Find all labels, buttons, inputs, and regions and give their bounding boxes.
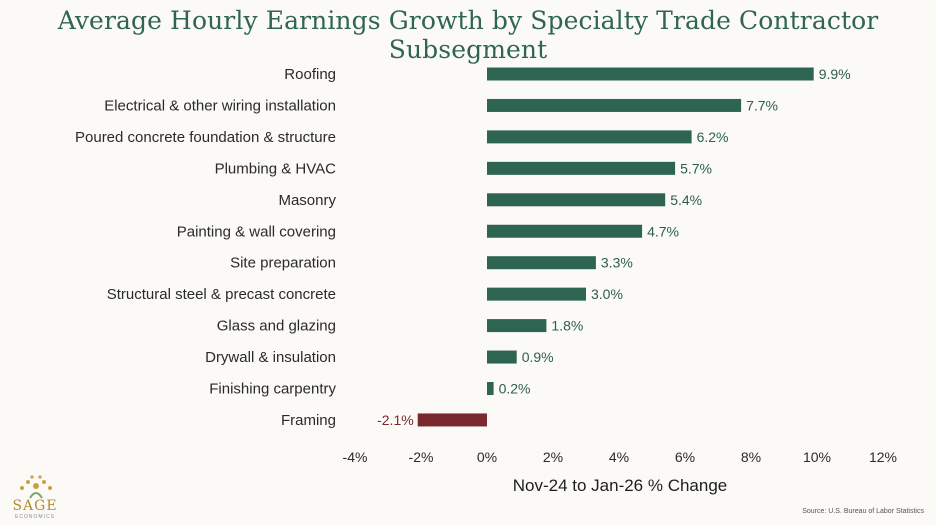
category-label: Finishing carpentry xyxy=(209,381,336,398)
category-label: Plumbing & HVAC xyxy=(215,160,337,177)
x-tick-label: 6% xyxy=(675,449,695,465)
sage-logo-icon xyxy=(20,475,52,499)
x-tick-label: -2% xyxy=(409,449,434,465)
category-label: Framing xyxy=(281,412,336,429)
x-tick-label: 2% xyxy=(543,449,563,465)
category-label: Electrical & other wiring installation xyxy=(104,97,336,114)
source-note: Source: U.S. Bureau of Labor Statistics xyxy=(802,508,924,515)
value-label: 3.3% xyxy=(601,255,633,271)
value-label: 3.0% xyxy=(591,286,623,302)
value-label: 5.7% xyxy=(680,160,712,176)
value-label: 7.7% xyxy=(746,97,778,113)
category-label: Painting & wall covering xyxy=(177,223,336,240)
logo-text: SAGE xyxy=(12,498,58,514)
bar-9 xyxy=(487,350,517,364)
logo-subtext: ECONOMICS xyxy=(15,514,55,520)
category-label: Drywall & insulation xyxy=(205,349,336,366)
bar-4 xyxy=(487,193,666,207)
value-label: 0.9% xyxy=(522,349,554,365)
value-label: 1.8% xyxy=(551,318,583,334)
x-tick-label: -4% xyxy=(343,449,368,465)
category-label: Masonry xyxy=(278,192,336,209)
x-tick-label: 12% xyxy=(869,449,897,465)
bar-0 xyxy=(487,67,814,81)
bar-7 xyxy=(487,287,586,301)
category-label: Site preparation xyxy=(230,255,336,272)
labels-layer: Roofing 9.9% Electrical & other wiring ins… xyxy=(75,66,851,429)
bar-1 xyxy=(487,98,742,112)
value-label: -2.1% xyxy=(377,412,414,428)
chart-title: Average Hourly Earnings Growth by Specia… xyxy=(57,6,879,64)
bar-10 xyxy=(487,382,494,395)
x-axis-ticks: -4% -2% 0% 2% 4% 6% 8% 10% 12% xyxy=(343,449,897,465)
category-label: Poured concrete foundation & structure xyxy=(75,129,336,146)
value-label: 9.9% xyxy=(819,66,851,82)
x-tick-label: 8% xyxy=(741,449,761,465)
category-label: Glass and glazing xyxy=(217,318,336,335)
bars-layer xyxy=(417,67,814,427)
value-label: 4.7% xyxy=(647,223,679,239)
bar-5 xyxy=(487,224,643,238)
x-tick-label: 10% xyxy=(803,449,831,465)
category-label: Structural steel & precast concrete xyxy=(107,286,336,303)
bar-3 xyxy=(487,161,676,175)
value-label: 6.2% xyxy=(697,129,729,145)
x-tick-label: 4% xyxy=(609,449,629,465)
x-tick-label: 0% xyxy=(477,449,497,465)
value-label: 0.2% xyxy=(499,381,531,397)
bar-11 xyxy=(417,413,487,427)
bar-2 xyxy=(487,130,692,144)
bar-6 xyxy=(487,256,596,270)
value-label: 5.4% xyxy=(670,192,702,208)
category-label: Roofing xyxy=(284,66,336,83)
bar-8 xyxy=(487,319,547,333)
x-axis-title: Nov-24 to Jan-26 % Change xyxy=(513,476,728,495)
